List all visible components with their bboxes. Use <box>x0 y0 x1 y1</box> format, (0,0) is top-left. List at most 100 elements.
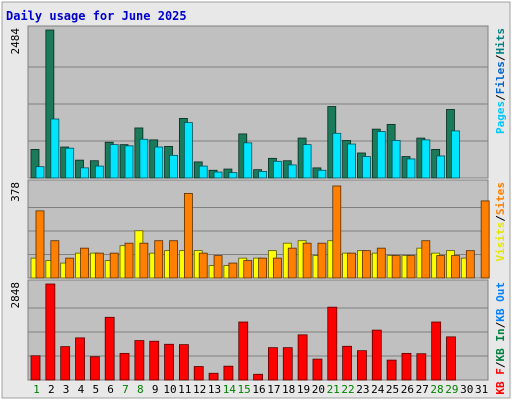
bar-kb-f-day-2 <box>45 283 56 381</box>
chart-title: Daily usage for June 2025 <box>6 9 187 23</box>
bar-sites-day-24 <box>376 247 386 279</box>
bar-kb-f-day-3 <box>60 346 71 381</box>
bar-sites-day-8 <box>139 242 149 279</box>
bar-files-day-25 <box>391 140 401 179</box>
bar-kb-f-day-6 <box>104 316 115 381</box>
bar-kb-f-day-23 <box>357 350 367 381</box>
bar-files-day-3 <box>65 147 75 179</box>
bar-files-day-14 <box>228 172 238 179</box>
bar-sites-day-7 <box>124 242 134 279</box>
bar-kb-f-day-26 <box>401 352 412 381</box>
x-tick-label-27: 27 <box>416 383 429 396</box>
bar-sites-day-1 <box>35 210 45 279</box>
x-tick-label-19: 19 <box>297 383 310 396</box>
x-tick-label-3: 3 <box>63 383 70 396</box>
legend-entry: Pages <box>494 101 507 134</box>
x-tick-label-2: 2 <box>48 383 55 396</box>
bar-sites-day-12 <box>198 252 208 279</box>
x-tick-label-5: 5 <box>92 383 99 396</box>
x-tick-label-14: 14 <box>223 383 237 396</box>
legend-entry: / <box>494 321 507 328</box>
bar-hits-day-2 <box>45 29 55 179</box>
x-tick-label-17: 17 <box>267 383 280 396</box>
x-tick-label-6: 6 <box>107 383 114 396</box>
legend-kbf-kbin-kbout: KB F/KB In/KB Out <box>494 282 507 395</box>
x-tick-label-12: 12 <box>193 383 206 396</box>
bar-files-day-4 <box>80 167 89 179</box>
bar-kb-f-day-5 <box>89 356 100 381</box>
bar-sites-day-28 <box>436 255 446 279</box>
bar-kb-f-day-17 <box>268 347 278 381</box>
bar-kb-f-day-10 <box>164 343 174 381</box>
bar-files-day-7 <box>124 145 134 179</box>
bar-kb-f-day-19 <box>297 334 308 381</box>
bar-sites-day-27 <box>421 240 431 279</box>
x-tick-label-18: 18 <box>282 383 295 396</box>
bar-files-day-21 <box>332 132 342 179</box>
bar-sites-day-20 <box>317 242 327 279</box>
bar-kb-f-day-28 <box>431 321 442 381</box>
bar-kb-f-day-11 <box>178 344 189 381</box>
bar-sites-day-17 <box>273 257 282 279</box>
bar-kb-f-day-14 <box>223 365 234 381</box>
panel-visits-sites: 378 Visits/Sites <box>9 179 507 279</box>
x-tick-label-31: 31 <box>475 383 488 396</box>
legend-entry: Sites <box>494 182 507 215</box>
x-tick-label-20: 20 <box>312 383 325 396</box>
bar-sites-day-10 <box>169 240 178 279</box>
x-tick-label-15: 15 <box>238 383 251 396</box>
x-tick-labels: 1 2 3 4 5 6 7 8 9 10 11 12 13 14 15 16 17 18 19 20 21 22 23 24 2… <box>33 383 488 396</box>
bar-files-day-22 <box>347 143 357 179</box>
bar-sites-day-14 <box>228 262 238 279</box>
bar-sites-day-26 <box>406 255 416 279</box>
bar-hits-day-1 <box>30 148 40 179</box>
bar-files-day-20 <box>317 169 327 179</box>
bar-kb-f-day-25 <box>386 359 397 381</box>
bar-files-day-10 <box>169 154 178 179</box>
x-tick-label-16: 16 <box>252 383 265 396</box>
bar-files-day-1 <box>35 166 45 179</box>
x-tick-label-23: 23 <box>356 383 369 396</box>
y-max-label: 2484 <box>9 28 22 55</box>
legend-entry: / <box>494 361 507 368</box>
bar-sites-day-3 <box>65 257 75 279</box>
bar-files-day-16 <box>258 171 267 179</box>
bar-sites-day-9 <box>154 240 164 279</box>
bar-kb-f-day-8 <box>134 340 145 381</box>
bar-sites-day-25 <box>391 255 401 279</box>
x-tick-label-8: 8 <box>137 383 144 396</box>
bar-files-day-28 <box>436 155 446 179</box>
legend-entry: KB F <box>494 368 507 395</box>
bar-kb-f-day-16 <box>253 373 263 381</box>
x-tick-label-10: 10 <box>163 383 176 396</box>
bar-sites-day-23 <box>362 250 371 279</box>
bar-sites-day-21 <box>332 185 342 279</box>
bar-files-day-29 <box>451 130 460 179</box>
legend-entry: / <box>494 54 507 61</box>
bar-files-day-26 <box>406 158 416 179</box>
bar-sites-day-6 <box>109 252 119 279</box>
bar-kb-f-day-27 <box>416 353 427 381</box>
bar-sites-day-2 <box>50 240 60 279</box>
bar-kb-f-day-9 <box>149 340 160 381</box>
bar-sites-day-13 <box>213 255 223 279</box>
x-tick-label-4: 4 <box>78 383 85 396</box>
legend-entry: / <box>494 215 507 222</box>
bar-kb-f-day-21 <box>327 306 338 381</box>
bar-files-day-2 <box>50 118 60 179</box>
bar-files-day-5 <box>94 165 104 179</box>
bar-kb-f-day-1 <box>30 355 41 381</box>
x-tick-label-7: 7 <box>122 383 129 396</box>
legend-entry: KB Out <box>494 282 507 322</box>
x-tick-label-26: 26 <box>401 383 414 396</box>
bar-files-day-23 <box>362 156 371 179</box>
bar-files-day-11 <box>183 122 193 179</box>
bar-files-day-27 <box>421 139 431 179</box>
bar-files-day-8 <box>139 138 149 179</box>
bar-sites-day-15 <box>243 260 253 279</box>
x-tick-label-9: 9 <box>152 383 159 396</box>
x-tick-label-22: 22 <box>341 383 354 396</box>
bar-sites-day-5 <box>94 252 104 279</box>
